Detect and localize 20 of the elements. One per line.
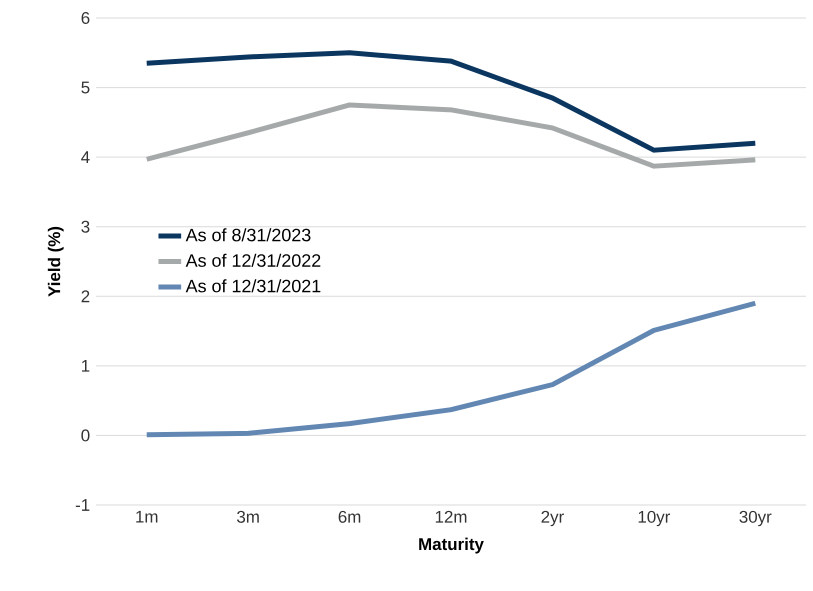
x-axis-title: Maturity <box>419 538 484 554</box>
x-tick-label: 2yr <box>542 510 564 526</box>
legend-label: As of 8/31/2023 <box>186 228 310 242</box>
legend-label: As of 12/31/2021 <box>186 279 320 292</box>
y-axis-title: Yield (%) <box>48 226 64 297</box>
x-tick-label: 30yr <box>739 510 772 526</box>
y-tick-label: 6 <box>82 12 90 24</box>
x-tick-label: 6m <box>338 510 360 523</box>
x-tick-label: 10yr <box>638 510 670 526</box>
x-tick-label: 1m <box>136 510 158 522</box>
y-tick-label: 5 <box>81 82 90 94</box>
y-tick-label: 3 <box>81 220 90 233</box>
y-tick-label: 2 <box>82 290 90 302</box>
y-tick-label: 1 <box>82 360 90 372</box>
legend-label: As of 12/31/2022 <box>186 254 320 267</box>
y-tick-label: 0 <box>81 429 90 442</box>
y-tick-label: 4 <box>81 151 90 163</box>
y-tick-label: -1 <box>76 499 90 511</box>
x-tick-label: 12m <box>436 510 466 523</box>
x-tick-label: 3m <box>237 510 259 523</box>
